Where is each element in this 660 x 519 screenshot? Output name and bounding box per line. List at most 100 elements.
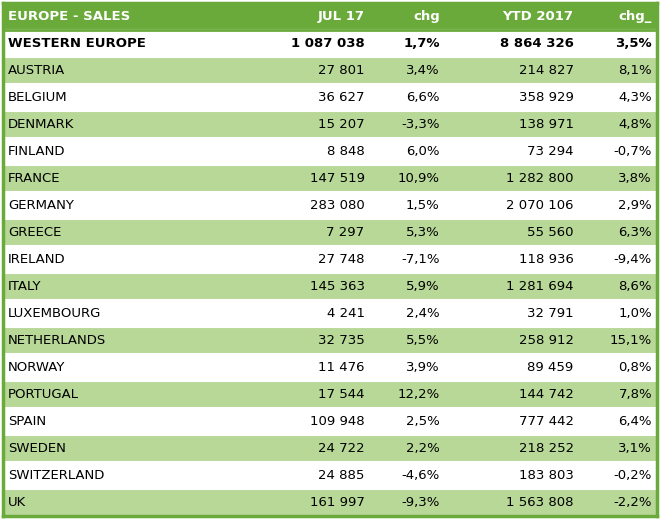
Bar (3, 219, 657, 246)
Text: FINLAND: FINLAND (8, 145, 65, 158)
Text: -3,3%: -3,3% (401, 118, 440, 131)
Text: FRANCE: FRANCE (8, 172, 61, 185)
Text: SWEDEN: SWEDEN (8, 442, 66, 455)
Text: 0,8%: 0,8% (618, 361, 652, 374)
Text: 7,8%: 7,8% (618, 388, 652, 401)
Text: SPAIN: SPAIN (8, 415, 46, 428)
Text: 1,5%: 1,5% (406, 199, 440, 212)
Text: 3,4%: 3,4% (406, 64, 440, 77)
Text: 32 791: 32 791 (527, 307, 574, 320)
Text: 5,9%: 5,9% (406, 280, 440, 293)
Text: 145 363: 145 363 (310, 280, 364, 293)
Text: 283 080: 283 080 (310, 199, 364, 212)
Text: BELGIUM: BELGIUM (8, 91, 67, 104)
Text: -0,7%: -0,7% (614, 145, 652, 158)
Text: 6,4%: 6,4% (618, 415, 652, 428)
Text: UK: UK (8, 496, 26, 509)
Text: 6,6%: 6,6% (406, 91, 440, 104)
Text: 4,3%: 4,3% (618, 91, 652, 104)
Bar (3, 165, 657, 192)
Text: YTD 2017: YTD 2017 (503, 10, 574, 23)
Bar (3, 354, 657, 381)
Text: -9,3%: -9,3% (401, 496, 440, 509)
Text: 27 748: 27 748 (318, 253, 364, 266)
Text: chg_: chg_ (618, 10, 652, 23)
Text: 2 070 106: 2 070 106 (506, 199, 574, 212)
Text: 24 722: 24 722 (318, 442, 364, 455)
Text: DENMARK: DENMARK (8, 118, 75, 131)
Text: -2,2%: -2,2% (614, 496, 652, 509)
Text: -0,2%: -0,2% (614, 469, 652, 482)
Text: 32 735: 32 735 (318, 334, 364, 347)
Bar (3, 192, 657, 219)
Text: 8 848: 8 848 (327, 145, 364, 158)
Text: 2,4%: 2,4% (406, 307, 440, 320)
Text: LUXEMBOURG: LUXEMBOURG (8, 307, 101, 320)
Bar (3, 30, 657, 57)
Text: GERMANY: GERMANY (8, 199, 74, 212)
Text: SWITZERLAND: SWITZERLAND (8, 469, 104, 482)
Text: chg: chg (413, 10, 440, 23)
Text: ITALY: ITALY (8, 280, 42, 293)
Text: 6,0%: 6,0% (406, 145, 440, 158)
Text: 1 087 038: 1 087 038 (291, 37, 364, 50)
Text: 8,6%: 8,6% (618, 280, 652, 293)
Text: 109 948: 109 948 (310, 415, 364, 428)
Bar (3, 462, 657, 489)
Text: 2,2%: 2,2% (406, 442, 440, 455)
Bar (3, 408, 657, 435)
Text: 258 912: 258 912 (519, 334, 574, 347)
Text: PORTUGAL: PORTUGAL (8, 388, 79, 401)
Text: 144 742: 144 742 (519, 388, 574, 401)
Text: 1,0%: 1,0% (618, 307, 652, 320)
Text: 183 803: 183 803 (519, 469, 574, 482)
Text: 1 281 694: 1 281 694 (506, 280, 574, 293)
Text: 24 885: 24 885 (318, 469, 364, 482)
Text: 214 827: 214 827 (519, 64, 574, 77)
Text: WESTERN EUROPE: WESTERN EUROPE (8, 37, 146, 50)
Text: 161 997: 161 997 (310, 496, 364, 509)
Text: 11 476: 11 476 (318, 361, 364, 374)
Text: 5,3%: 5,3% (406, 226, 440, 239)
Text: NORWAY: NORWAY (8, 361, 65, 374)
Text: 15 207: 15 207 (318, 118, 364, 131)
Bar (3, 273, 657, 300)
Text: IRELAND: IRELAND (8, 253, 65, 266)
Bar (3, 111, 657, 138)
Text: 36 627: 36 627 (318, 91, 364, 104)
Bar (3, 300, 657, 327)
Text: 3,8%: 3,8% (618, 172, 652, 185)
Text: 17 544: 17 544 (318, 388, 364, 401)
Bar (3, 3, 657, 30)
Text: 2,9%: 2,9% (618, 199, 652, 212)
Bar (3, 381, 657, 408)
Bar (3, 246, 657, 273)
Text: AUSTRIA: AUSTRIA (8, 64, 65, 77)
Text: 55 560: 55 560 (527, 226, 574, 239)
Text: 138 971: 138 971 (519, 118, 574, 131)
Bar (3, 435, 657, 462)
Text: 8 864 326: 8 864 326 (500, 37, 574, 50)
Text: -4,6%: -4,6% (401, 469, 440, 482)
Text: 7 297: 7 297 (327, 226, 364, 239)
Text: 6,3%: 6,3% (618, 226, 652, 239)
Text: 358 929: 358 929 (519, 91, 574, 104)
Text: 89 459: 89 459 (527, 361, 574, 374)
Text: JUL 17: JUL 17 (317, 10, 364, 23)
Bar (3, 327, 657, 354)
Text: -9,4%: -9,4% (614, 253, 652, 266)
Text: 5,5%: 5,5% (406, 334, 440, 347)
Text: NETHERLANDS: NETHERLANDS (8, 334, 106, 347)
Bar (3, 57, 657, 84)
Text: -7,1%: -7,1% (401, 253, 440, 266)
Text: 118 936: 118 936 (519, 253, 574, 266)
Text: 15,1%: 15,1% (610, 334, 652, 347)
Text: 1,7%: 1,7% (403, 37, 440, 50)
Text: 218 252: 218 252 (519, 442, 574, 455)
Bar (3, 84, 657, 111)
Text: 147 519: 147 519 (310, 172, 364, 185)
Bar (3, 489, 657, 516)
Text: 12,2%: 12,2% (397, 388, 440, 401)
Text: 27 801: 27 801 (318, 64, 364, 77)
Text: 1 282 800: 1 282 800 (506, 172, 574, 185)
